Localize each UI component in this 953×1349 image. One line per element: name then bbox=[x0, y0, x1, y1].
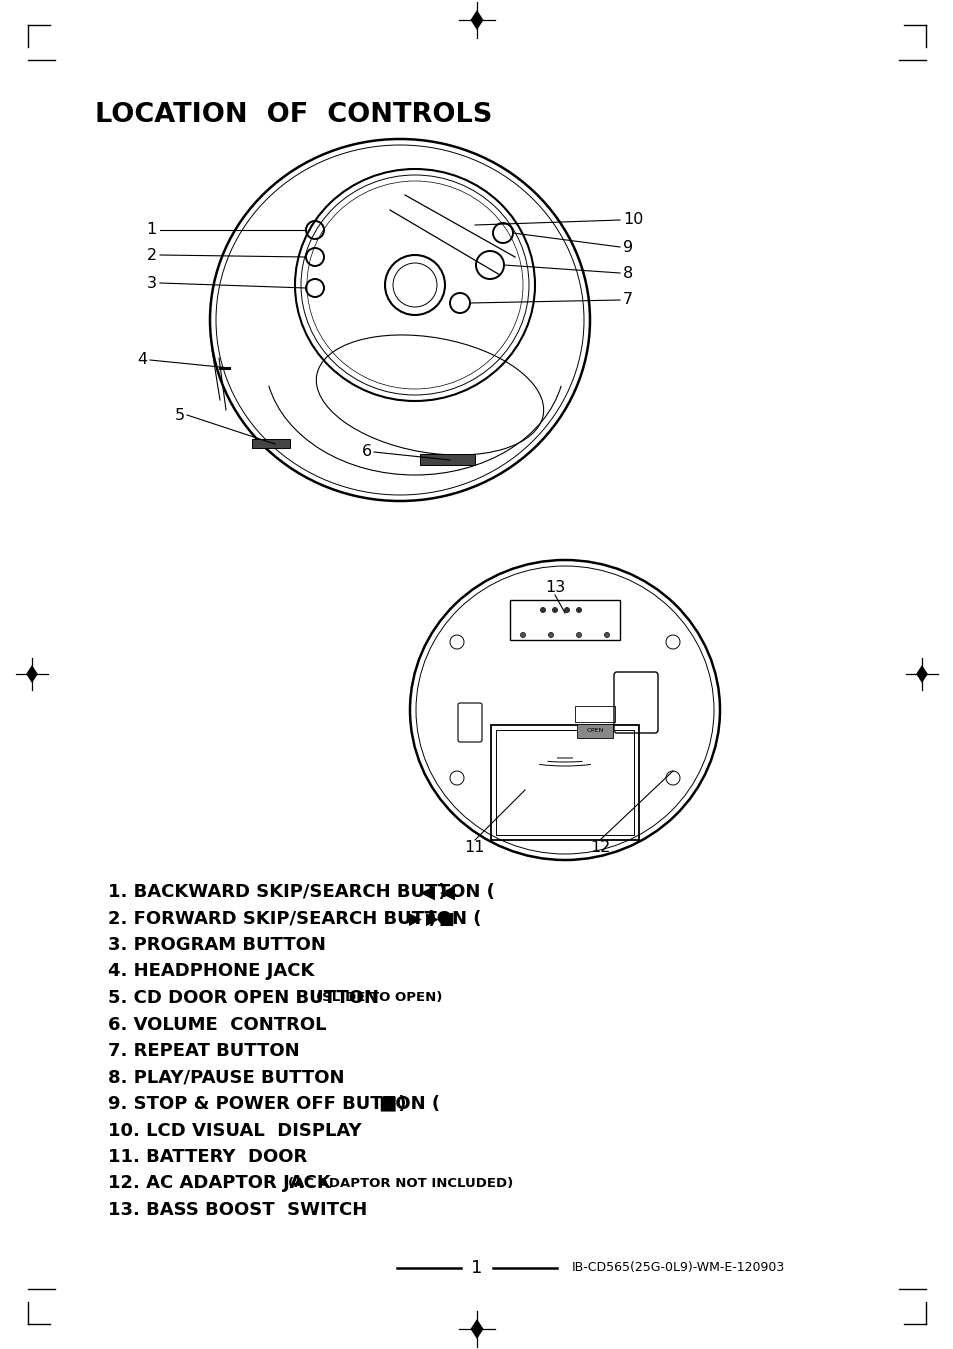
Text: 12: 12 bbox=[589, 840, 610, 855]
Bar bbox=[491, 724, 639, 840]
Text: 13: 13 bbox=[544, 580, 564, 595]
Text: 2: 2 bbox=[147, 247, 157, 263]
Circle shape bbox=[548, 633, 553, 638]
Text: ): ) bbox=[392, 1095, 406, 1113]
Text: 7: 7 bbox=[622, 293, 633, 308]
Circle shape bbox=[564, 607, 569, 612]
Text: $\blacksquare$: $\blacksquare$ bbox=[372, 1094, 396, 1113]
Polygon shape bbox=[915, 665, 927, 683]
Polygon shape bbox=[470, 1319, 483, 1340]
Text: 11. BATTERY  DOOR: 11. BATTERY DOOR bbox=[108, 1148, 307, 1166]
Polygon shape bbox=[26, 665, 38, 683]
Text: (AC ADAPTOR NOT INCLUDED): (AC ADAPTOR NOT INCLUDED) bbox=[288, 1176, 513, 1190]
Text: OPEN: OPEN bbox=[586, 727, 603, 733]
Bar bbox=[419, 455, 475, 465]
Text: 9. STOP & POWER OFF BUTTON (: 9. STOP & POWER OFF BUTTON ( bbox=[108, 1095, 439, 1113]
Text: $\blacktriangleright\!\blacktriangleright\!\blacksquare$: $\blacktriangleright\!\blacktrianglerigh… bbox=[399, 909, 455, 928]
Circle shape bbox=[576, 633, 581, 638]
Text: 3. PROGRAM BUTTON: 3. PROGRAM BUTTON bbox=[108, 936, 326, 954]
Text: 1: 1 bbox=[147, 223, 157, 237]
Text: (SLIDE TO OPEN): (SLIDE TO OPEN) bbox=[315, 992, 442, 1005]
Bar bbox=[252, 438, 290, 448]
Text: 8: 8 bbox=[622, 266, 633, 281]
Bar bbox=[496, 730, 634, 835]
Circle shape bbox=[552, 607, 557, 612]
Text: 1. BACKWARD SKIP/SEARCH BUTTON (: 1. BACKWARD SKIP/SEARCH BUTTON ( bbox=[108, 884, 495, 901]
Text: ): ) bbox=[422, 909, 436, 928]
Text: 3: 3 bbox=[147, 275, 157, 290]
Text: 11: 11 bbox=[464, 840, 485, 855]
Text: $\blacktriangleleft\!\blacktriangleleft$: $\blacktriangleleft\!\blacktriangleleft$ bbox=[409, 882, 456, 901]
Text: 10: 10 bbox=[622, 213, 642, 228]
Text: 8. PLAY/PAUSE BUTTON: 8. PLAY/PAUSE BUTTON bbox=[108, 1068, 344, 1086]
Text: 1: 1 bbox=[471, 1259, 482, 1278]
Text: 6: 6 bbox=[361, 445, 372, 460]
Bar bbox=[510, 600, 619, 639]
Text: 12. AC ADAPTOR JACK: 12. AC ADAPTOR JACK bbox=[108, 1175, 331, 1193]
Text: 5: 5 bbox=[174, 407, 185, 422]
Text: ): ) bbox=[431, 884, 446, 901]
Circle shape bbox=[520, 633, 525, 638]
Text: 13. BASS BOOST  SWITCH: 13. BASS BOOST SWITCH bbox=[108, 1201, 367, 1219]
Circle shape bbox=[604, 633, 609, 638]
Circle shape bbox=[576, 607, 581, 612]
Bar bbox=[577, 724, 613, 738]
Text: 9: 9 bbox=[622, 240, 633, 255]
Circle shape bbox=[540, 607, 545, 612]
Text: 10. LCD VISUAL  DISPLAY: 10. LCD VISUAL DISPLAY bbox=[108, 1121, 361, 1140]
Text: 6. VOLUME  CONTROL: 6. VOLUME CONTROL bbox=[108, 1016, 326, 1033]
Text: 4: 4 bbox=[136, 352, 147, 367]
Text: 2. FORWARD SKIP/SEARCH BUTTON (: 2. FORWARD SKIP/SEARCH BUTTON ( bbox=[108, 909, 481, 928]
Text: 5. CD DOOR OPEN BUTTON: 5. CD DOOR OPEN BUTTON bbox=[108, 989, 378, 1006]
Text: 7. REPEAT BUTTON: 7. REPEAT BUTTON bbox=[108, 1041, 299, 1060]
Text: LOCATION  OF  CONTROLS: LOCATION OF CONTROLS bbox=[95, 103, 492, 128]
Polygon shape bbox=[470, 9, 483, 30]
Text: IB-CD565(25G-0L9)-WM-E-120903: IB-CD565(25G-0L9)-WM-E-120903 bbox=[572, 1261, 784, 1275]
Text: 4. HEADPHONE JACK: 4. HEADPHONE JACK bbox=[108, 962, 314, 981]
Bar bbox=[575, 706, 615, 722]
